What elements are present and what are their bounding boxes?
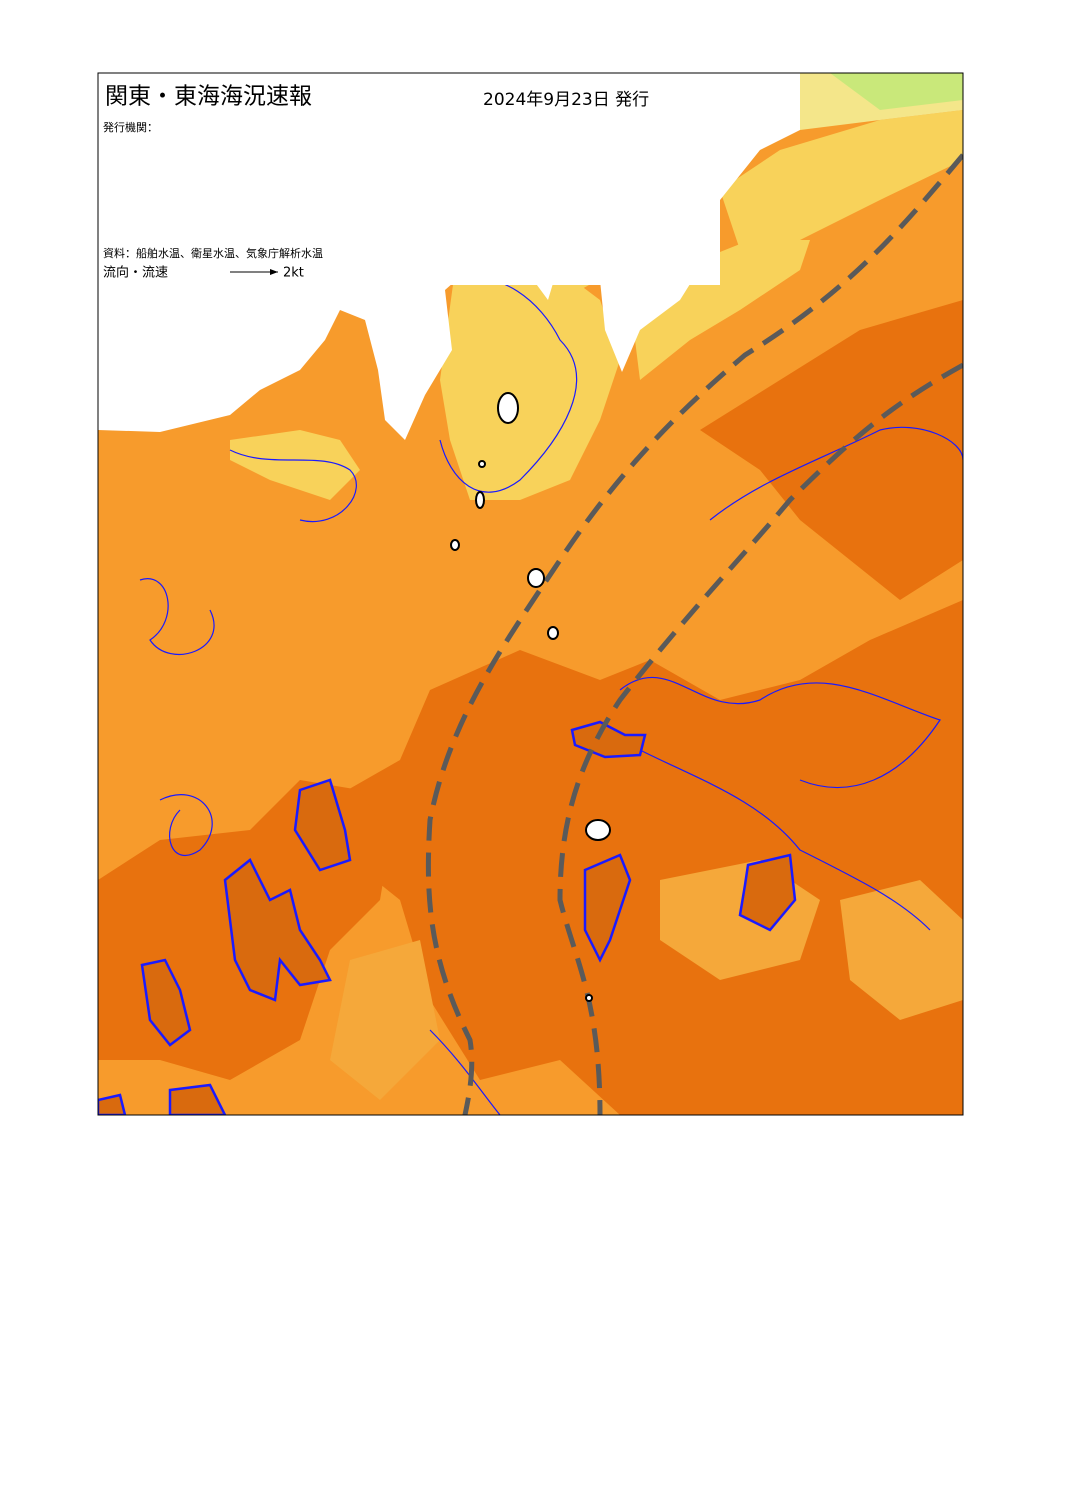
coldest-water — [830, 73, 963, 110]
legend-box — [100, 80, 720, 285]
isotherms-30 — [98, 720, 797, 1115]
issue-date: 2024年9月23日 発行 — [483, 90, 649, 110]
flow-scale: 2kt — [283, 266, 304, 281]
issuer-label: 発行機関： — [103, 120, 158, 134]
islands — [450, 392, 611, 1002]
data-source: 資料：船舶水温、衛星水温、気象庁解析水温 — [103, 246, 323, 260]
map-frame — [97, 72, 964, 1116]
flow-arrow-head — [270, 269, 278, 275]
map-body — [98, 73, 963, 1115]
kuroshio-axis — [425, 153, 963, 1115]
isotherms — [139, 277, 963, 1115]
flow-label: 流向・流速 — [103, 265, 168, 281]
title: 関東・東海海況速報 — [105, 84, 312, 110]
